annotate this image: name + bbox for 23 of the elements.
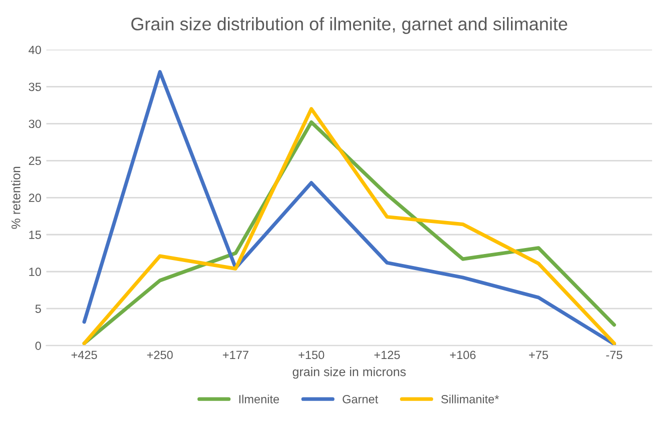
- x-tick-label: +75: [529, 350, 548, 360]
- x-tick-label: +150: [298, 350, 324, 360]
- x-tick-label: +177: [222, 350, 248, 360]
- y-tick-label: 40: [28, 46, 42, 54]
- x-axis-title: grain size in microns: [292, 367, 406, 379]
- x-tick-label: -75: [606, 350, 622, 360]
- x-tick-label: +106: [450, 350, 476, 360]
- y-tick-label: 10: [29, 268, 42, 276]
- y-tick-label: 25: [28, 156, 41, 166]
- y-tick-label: 15: [29, 230, 41, 240]
- y-axis-title: % retention: [11, 166, 20, 229]
- x-tick-label: +125: [374, 350, 400, 360]
- x-tick-label: +250: [147, 350, 173, 360]
- legend-label: Ilmenite: [239, 394, 280, 404]
- y-tick-label: 5: [35, 304, 41, 314]
- y-tick-label: 30: [28, 120, 42, 128]
- x-tick-label: +425: [71, 350, 97, 360]
- y-tick-label: 20: [28, 194, 42, 202]
- y-tick-label: 35: [28, 82, 41, 92]
- legend-label: Garnet: [342, 395, 378, 404]
- legend-label: Sillimanite*: [441, 394, 499, 404]
- chart-title: Grain size distribution of ilmenite, garnet and silimanite: [131, 17, 568, 34]
- y-tick-label: 0: [35, 342, 42, 350]
